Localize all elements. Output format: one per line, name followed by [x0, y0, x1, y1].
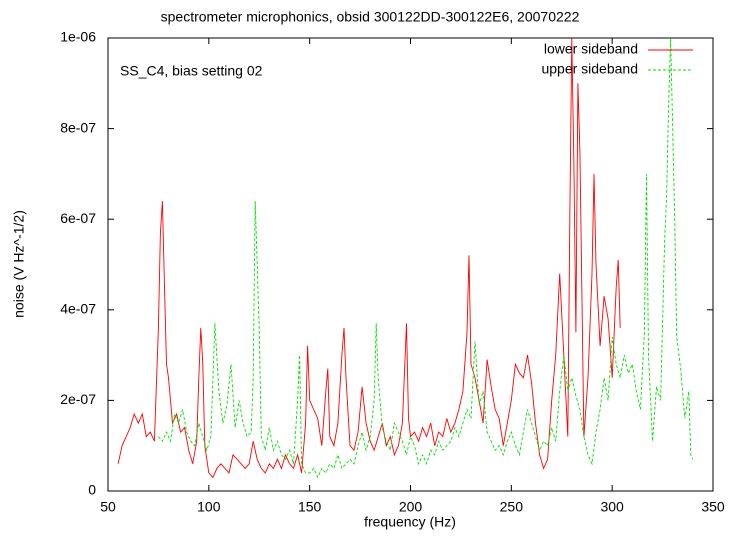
x-tick-label: 200 [399, 499, 423, 515]
x-tick-label: 100 [197, 499, 221, 515]
x-axis-label: frequency (Hz) [364, 514, 456, 530]
y-tick-label: 4e-07 [60, 301, 96, 317]
x-tick-label: 250 [500, 499, 524, 515]
x-tick-label: 150 [298, 499, 322, 515]
x-tick-label: 50 [100, 499, 116, 515]
legend-label: upper sideband [541, 61, 638, 77]
y-tick-label: 0 [88, 482, 96, 498]
data-line [158, 38, 694, 479]
y-tick-label: 6e-07 [60, 210, 96, 226]
y-tick-label: 8e-07 [60, 119, 96, 135]
legend-label: lower sideband [544, 41, 638, 57]
x-tick-label: 300 [600, 499, 624, 515]
y-tick-label: 2e-07 [60, 391, 96, 407]
chart-title: spectrometer microphonics, obsid 300122D… [161, 9, 580, 25]
x-tick-label: 350 [701, 499, 725, 515]
y-axis-label: noise (V Hz^-1/2) [11, 210, 27, 318]
annotation: SS_C4, bias setting 02 [120, 63, 263, 79]
y-tick-label: 1e-06 [60, 29, 96, 45]
data-line [117, 38, 621, 479]
